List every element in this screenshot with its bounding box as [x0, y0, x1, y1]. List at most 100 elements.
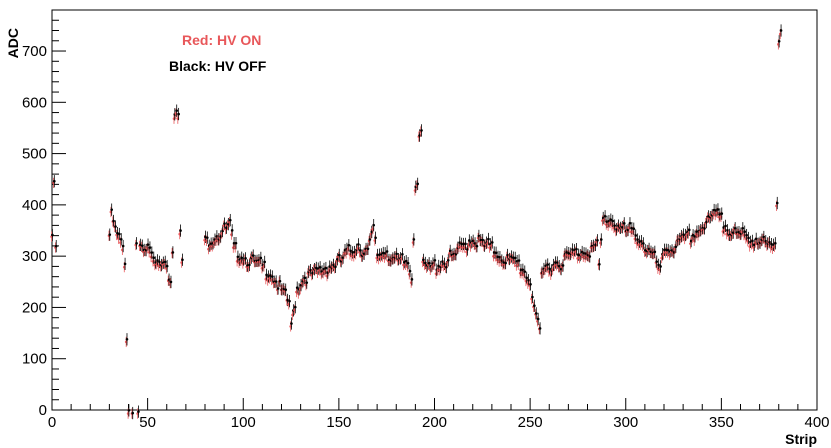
point-hv-off [433, 258, 437, 262]
point-hv-off [165, 264, 169, 268]
point-hv-off [548, 267, 551, 271]
point-hv-off [403, 260, 406, 264]
point-hv-off [328, 265, 332, 268]
point-hv-off [580, 250, 584, 254]
y-tick-label: 500 [22, 146, 47, 163]
x-tick-label: 350 [709, 414, 734, 431]
point-hv-off [251, 254, 255, 257]
point-hv-off [152, 256, 156, 260]
point-hv-off [303, 276, 307, 280]
point-hv-off [663, 248, 666, 252]
point-hv-off [311, 271, 314, 275]
point-hv-off [500, 259, 504, 262]
point-hv-off [148, 246, 152, 249]
point-hv-off [225, 226, 228, 230]
point-hv-off [737, 230, 741, 234]
point-hv-off [353, 250, 356, 254]
point-hv-off [121, 244, 125, 248]
point-hv-off [445, 265, 448, 269]
point-hv-off [687, 228, 691, 232]
point-hv-off [691, 233, 695, 237]
point-hv-off [372, 223, 376, 227]
point-hv-off [158, 260, 161, 264]
point-hv-off [617, 224, 620, 227]
point-hv-off [764, 239, 768, 243]
point-hv-off [636, 238, 639, 241]
point-hv-off [487, 237, 490, 241]
point-hv-off [114, 225, 117, 228]
x-tick-label: 400 [804, 414, 829, 431]
point-hv-off [517, 259, 521, 262]
point-hv-off [343, 248, 347, 252]
point-hv-off [422, 258, 425, 262]
point-hv-off [779, 29, 783, 32]
point-hv-off [368, 238, 372, 241]
point-hv-off [599, 238, 603, 241]
point-hv-off [244, 257, 247, 260]
point-hv-off [305, 281, 309, 284]
point-hv-off [446, 258, 450, 262]
point-hv-off [410, 278, 414, 281]
point-hv-off [359, 249, 362, 252]
point-hv-off [318, 266, 322, 269]
point-hv-off [640, 239, 643, 243]
point-hv-off [458, 241, 462, 244]
point-hv-off [538, 327, 542, 330]
point-hv-off [674, 245, 678, 249]
point-hv-off [236, 255, 240, 259]
point-hv-off [733, 226, 737, 230]
point-hv-off [720, 212, 724, 215]
point-hv-off [357, 243, 360, 246]
point-hv-off [657, 263, 660, 267]
point-hv-off [112, 219, 115, 223]
point-hv-off [437, 264, 441, 268]
point-hv-off [374, 236, 377, 240]
point-hv-off [441, 260, 444, 263]
point-hv-off [108, 233, 112, 236]
point-hv-off [332, 263, 335, 267]
point-hv-off [559, 267, 563, 271]
y-tick-label: 0 [39, 402, 47, 419]
point-hv-off [378, 253, 381, 256]
point-hv-off [747, 236, 750, 240]
x-tick-label: 0 [48, 414, 56, 431]
point-hv-off [286, 298, 289, 302]
point-hv-off [726, 228, 729, 232]
y-tick-label: 600 [22, 94, 47, 111]
point-hv-off [510, 255, 513, 258]
point-hv-off [607, 219, 611, 223]
point-hv-off [527, 278, 530, 282]
point-hv-off [137, 410, 140, 413]
point-hv-off [54, 244, 58, 248]
point-hv-off [169, 280, 173, 284]
point-hv-off [265, 273, 268, 277]
point-hv-off [556, 261, 559, 264]
y-tick-label: 200 [22, 299, 47, 316]
point-hv-off [594, 243, 597, 247]
point-hv-off [412, 238, 416, 241]
point-hv-off [462, 242, 465, 246]
point-hv-off [271, 275, 274, 278]
point-hv-off [118, 232, 121, 236]
point-hv-off [774, 241, 777, 245]
point-hv-off [167, 278, 171, 281]
point-hv-off [424, 261, 427, 265]
point-hv-off [498, 255, 502, 259]
point-hv-off [150, 251, 154, 254]
point-hv-off [336, 257, 339, 261]
point-hv-off [584, 252, 588, 255]
point-hv-off [634, 234, 638, 237]
point-hv-off [163, 260, 167, 264]
point-hv-off [227, 222, 230, 226]
point-hv-off [647, 247, 651, 251]
plot-frame [51, 9, 818, 411]
point-hv-off [533, 304, 536, 308]
point-hv-off [381, 251, 385, 255]
point-hv-off [404, 259, 408, 263]
point-hv-off [177, 112, 180, 116]
point-hv-off [299, 283, 303, 287]
point-hv-off [408, 269, 412, 273]
point-hv-off [276, 287, 280, 290]
point-hv-off [777, 39, 781, 43]
